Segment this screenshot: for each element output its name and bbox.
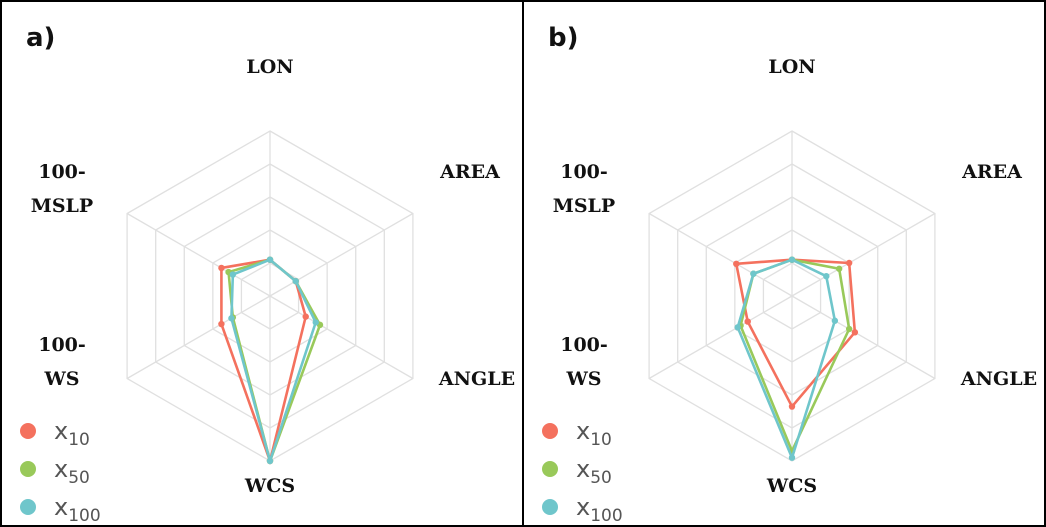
legend-label-x50: x50 xyxy=(54,455,90,488)
data-point-x100 xyxy=(750,271,756,277)
series-line-x10 xyxy=(221,260,305,461)
legend-marker-x10 xyxy=(542,423,558,439)
legend-label-x10: x10 xyxy=(576,417,612,450)
legend-marker-x50 xyxy=(20,461,36,477)
axis-label-100-mslp: 100-MSLP xyxy=(553,161,615,217)
panel-label-a: a) xyxy=(26,23,55,53)
legend-marker-x100 xyxy=(20,499,36,515)
grid-spoke xyxy=(127,214,270,297)
data-point-x10 xyxy=(733,261,739,267)
series-line-x50 xyxy=(741,260,850,451)
grid-spoke xyxy=(127,296,270,379)
data-point-x100 xyxy=(228,315,234,321)
grid-spoke xyxy=(792,214,935,297)
data-point-x100 xyxy=(832,318,838,324)
data-point-x100 xyxy=(230,271,236,277)
axis-label-area: AREA xyxy=(439,161,500,183)
grid-spoke xyxy=(270,296,413,379)
axis-label-100-ws: 100-WS xyxy=(38,334,86,390)
grid-spoke xyxy=(649,214,792,297)
legend-label-x100: x100 xyxy=(576,493,623,525)
data-point-x100 xyxy=(789,455,795,461)
radar-panel-a: a) LON AREA ANGLE WCS 100-WS 100-MSLP x10 x50 x10… xyxy=(0,0,524,527)
data-point-x10 xyxy=(852,329,858,335)
data-point-x100 xyxy=(313,319,319,325)
data-point-x100 xyxy=(823,273,829,279)
panel-label-b: b) xyxy=(548,23,579,53)
radar-chart-b: b) LON AREA ANGLE WCS 100-WS 100-MSLP x10 x50 x10… xyxy=(524,2,1044,525)
radar-chart-a: a) LON AREA ANGLE WCS 100-WS 100-MSLP x10 x50 x10… xyxy=(2,2,522,525)
grid-spoke xyxy=(792,296,935,379)
data-point-x10 xyxy=(745,318,751,324)
data-point-x100 xyxy=(267,458,273,464)
data-point-x10 xyxy=(218,265,224,271)
axis-label-lon: LON xyxy=(246,56,293,78)
axis-label-angle: ANGLE xyxy=(960,368,1037,390)
series-line-x10 xyxy=(736,260,855,407)
axis-label-lon: LON xyxy=(768,56,815,78)
axis-label-100-mslp: 100-MSLP xyxy=(31,161,93,217)
legend-marker-x10 xyxy=(20,423,36,439)
data-point-x10 xyxy=(846,260,852,266)
data-point-x100 xyxy=(293,278,299,284)
axis-label-100-ws: 100-WS xyxy=(560,334,608,390)
axis-label-wcs: WCS xyxy=(244,475,295,497)
data-point-x10 xyxy=(303,313,309,319)
data-point-x10 xyxy=(789,403,795,409)
data-point-x50 xyxy=(836,266,842,272)
legend-label-x50: x50 xyxy=(576,455,612,488)
axis-label-angle: ANGLE xyxy=(438,368,515,390)
axis-label-wcs: WCS xyxy=(766,475,817,497)
axis-label-area: AREA xyxy=(961,161,1022,183)
data-point-x100 xyxy=(789,257,795,263)
legend-label-x10: x10 xyxy=(54,417,90,450)
data-point-x10 xyxy=(218,321,224,327)
data-point-x100 xyxy=(735,324,741,330)
data-point-x100 xyxy=(267,257,273,263)
legend-label-x100: x100 xyxy=(54,493,101,525)
grid-spoke xyxy=(270,214,413,297)
radar-panel-b: b) LON AREA ANGLE WCS 100-WS 100-MSLP x10 x50 x10… xyxy=(522,0,1046,527)
data-point-x50 xyxy=(846,326,852,332)
legend-marker-x50 xyxy=(542,461,558,477)
legend-marker-x100 xyxy=(542,499,558,515)
